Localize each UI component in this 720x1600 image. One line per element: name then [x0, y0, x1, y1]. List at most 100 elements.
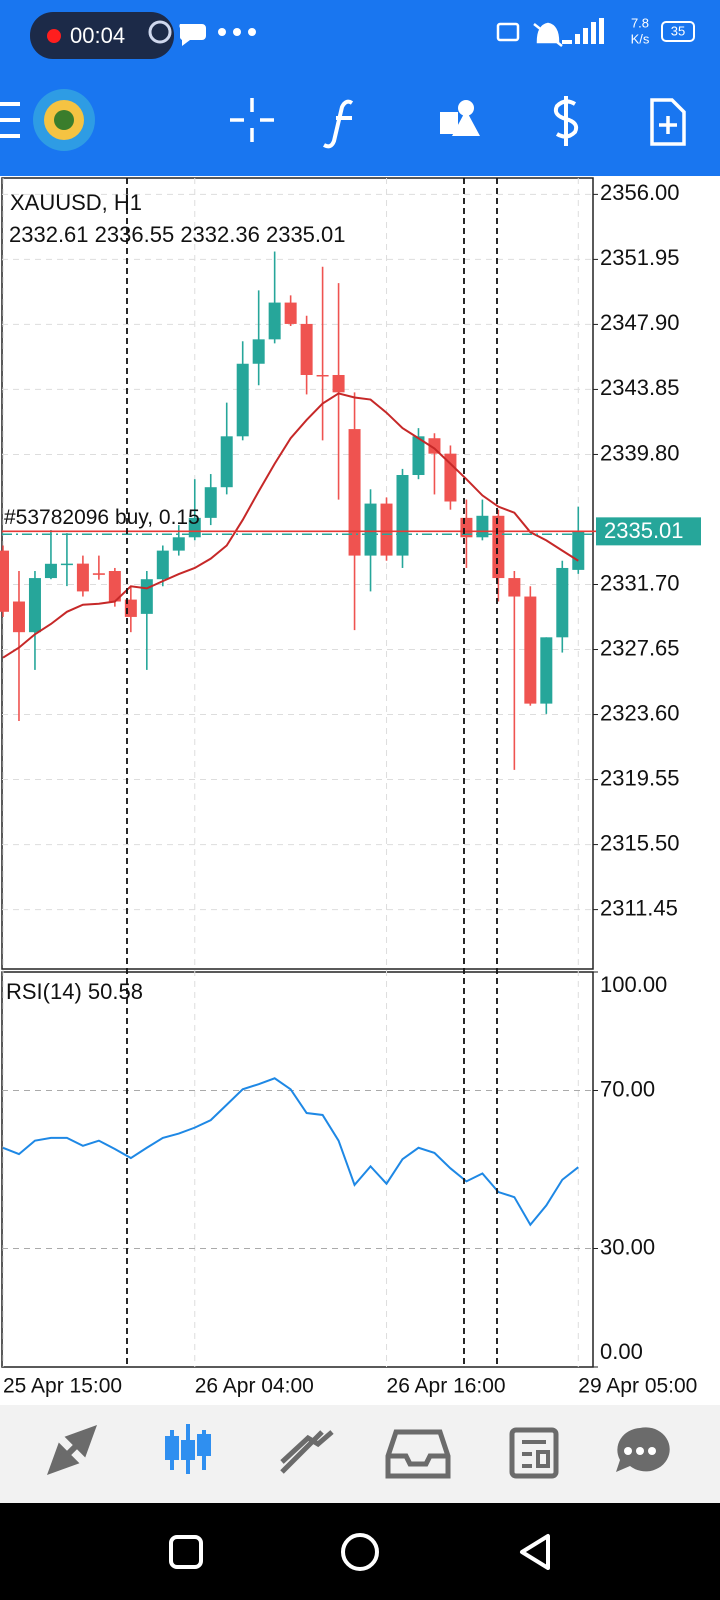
candle-body	[12, 601, 25, 633]
labels: 2356.00 2351.95 2347.90 2343.85 2339.80 2331.…	[3, 180, 697, 1397]
candle-body	[0, 550, 9, 612]
candle-body	[76, 563, 89, 592]
news-tab[interactable]	[509, 1427, 559, 1479]
candle-body	[332, 374, 345, 393]
candle-body	[156, 550, 169, 580]
rsi-line	[2, 1077, 579, 1227]
quotes-tab[interactable]	[46, 1424, 98, 1476]
y-tick-label: 2315.50	[600, 830, 680, 855]
home-button[interactable]	[341, 1533, 379, 1571]
candle-body	[60, 563, 73, 566]
battery-level: 35	[671, 23, 685, 38]
trade-tab[interactable]	[280, 1430, 334, 1474]
cast-icon	[496, 22, 520, 42]
y-tick-label: 2347.90	[600, 310, 680, 335]
candle-body	[188, 517, 201, 538]
candle-body	[492, 515, 505, 579]
more-dot	[218, 28, 226, 36]
back-button[interactable]	[520, 1534, 550, 1570]
candle-body	[108, 571, 121, 602]
y-tick-label: 70.00	[600, 1076, 655, 1101]
candle-body	[140, 579, 153, 614]
candle-body	[172, 537, 185, 551]
period-separator	[126, 178, 498, 1367]
ohlc-low: 2332.36	[180, 222, 260, 247]
menu-button[interactable]	[0, 102, 20, 138]
new-order-plus	[659, 116, 677, 134]
x-tick-label: 29 Apr 05:00	[578, 1375, 697, 1398]
chart-tab-body	[197, 1434, 211, 1456]
history-tab[interactable]	[385, 1429, 451, 1479]
trade-button[interactable]	[553, 96, 579, 146]
indicators-button[interactable]	[323, 99, 354, 149]
more-dot	[248, 28, 256, 36]
candle-body	[556, 567, 569, 638]
ohlc-readout: 2332.61 2336.55 2332.36 2335.01	[9, 222, 346, 247]
recents-button[interactable]	[169, 1535, 203, 1569]
candle-body	[524, 596, 537, 704]
candle-body	[412, 436, 425, 476]
news-tab-lines	[522, 1440, 550, 1468]
candle-body	[396, 475, 409, 556]
x-tick-label: 26 Apr 16:00	[387, 1375, 506, 1398]
rsi-panel[interactable]	[1, 971, 594, 1368]
x-tick-label: 25 Apr 15:00	[3, 1375, 122, 1398]
candle-body	[92, 573, 105, 575]
app-logo-core	[54, 110, 74, 130]
candle-body	[236, 363, 249, 437]
candle-body	[268, 302, 281, 340]
candle-body	[428, 438, 441, 454]
marks	[0, 251, 701, 1227]
rsi-title: RSI(14) 50.58	[6, 979, 143, 1004]
recording-pill[interactable]	[30, 12, 174, 59]
candle-body	[28, 578, 41, 633]
candle-body	[540, 637, 553, 704]
chat-dot	[636, 1447, 644, 1455]
order-label: #53782096 buy, 0.15	[4, 506, 200, 529]
x-tick-label: 26 Apr 04:00	[195, 1375, 314, 1398]
objects-button[interactable]	[440, 110, 480, 136]
chart-tab-body	[165, 1436, 179, 1460]
status-icon	[148, 20, 172, 44]
candle-body	[284, 302, 297, 324]
y-tick-label: 2343.85	[600, 375, 680, 400]
chart-tab-body	[181, 1440, 195, 1460]
candle-body	[220, 436, 233, 488]
objects-button-dot	[458, 100, 474, 116]
rsi-name: RSI(14)	[6, 979, 82, 1004]
candle-body	[300, 323, 313, 375]
y-tick-label: 2323.60	[600, 700, 680, 725]
more-dot	[233, 28, 241, 36]
y-tick-label: 2311.45	[600, 895, 678, 920]
mute-icon	[533, 22, 563, 47]
candle-body	[508, 578, 521, 597]
candle-body	[44, 563, 57, 579]
crosshair-button[interactable]	[230, 98, 274, 142]
candle-body	[252, 339, 265, 364]
y-tick-label: 2356.00	[600, 180, 680, 205]
price-tag-label: 2335.01	[604, 518, 684, 543]
candle-body	[364, 503, 377, 556]
y-tick-label: 100.00	[600, 972, 667, 997]
chat-dot	[624, 1447, 632, 1455]
signal-icon	[562, 18, 604, 44]
ohlc-high: 2336.55	[95, 222, 175, 247]
y-tick-label: 2339.80	[600, 440, 680, 465]
candle-body	[380, 503, 393, 556]
bottom-toolbar	[0, 1405, 720, 1503]
y-tick-label: 30.00	[600, 1234, 655, 1259]
message-icon	[179, 24, 206, 46]
record-dot	[47, 29, 61, 43]
candle-body	[348, 429, 361, 556]
new-order-button[interactable]	[650, 98, 686, 146]
rsi-value: 50.58	[88, 979, 143, 1004]
candle-body	[572, 531, 585, 570]
y-tick-label: 2319.55	[600, 765, 680, 790]
nav-bar	[0, 1503, 720, 1600]
moving-average	[2, 392, 579, 659]
ohlc-open: 2332.61	[9, 222, 89, 247]
candle-body	[316, 374, 329, 377]
candle-body	[204, 487, 217, 518]
symbol-title: XAUUSD, H1	[10, 190, 142, 215]
